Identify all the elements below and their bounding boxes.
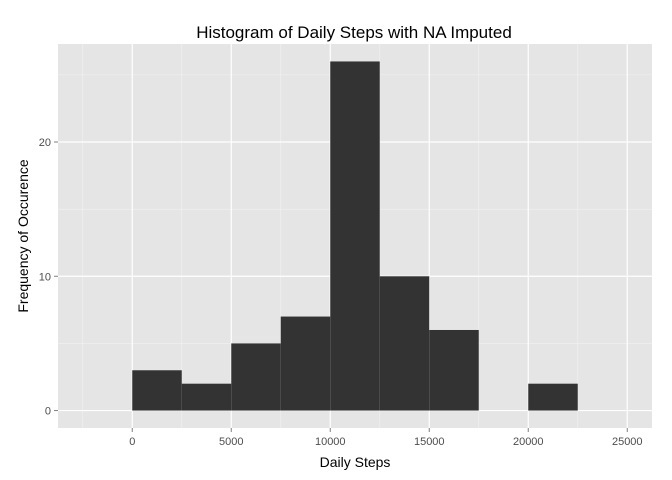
- histogram-bar: [528, 383, 578, 411]
- x-tick-label: 0: [129, 436, 135, 448]
- histogram-bar: [429, 329, 479, 411]
- y-tick-label: 20: [39, 137, 51, 149]
- x-tick-label: 15000: [414, 436, 445, 448]
- x-tick-label: 5000: [219, 436, 243, 448]
- x-tick-label: 20000: [513, 436, 544, 448]
- y-axis-label: Frequency of Occurence: [15, 159, 31, 313]
- histogram-bar: [280, 316, 331, 411]
- y-tick-label: 10: [39, 271, 51, 283]
- histogram-bar: [379, 276, 430, 411]
- chart-title: Histogram of Daily Steps with NA Imputed: [196, 23, 512, 42]
- x-axis-label: Daily Steps: [320, 454, 391, 470]
- y-axis: 0 10 20: [39, 137, 58, 418]
- histogram-bar: [231, 343, 281, 411]
- histogram-bars: [132, 61, 578, 411]
- histogram-bar: [132, 370, 182, 411]
- x-tick-label: 10000: [315, 436, 346, 448]
- y-tick-label: 0: [45, 406, 51, 418]
- histogram-bar: [330, 61, 380, 411]
- x-tick-label: 25000: [612, 436, 643, 448]
- histogram-bar: [181, 383, 232, 411]
- x-axis: 0 5000 10000 15000 20000 25000: [129, 428, 643, 448]
